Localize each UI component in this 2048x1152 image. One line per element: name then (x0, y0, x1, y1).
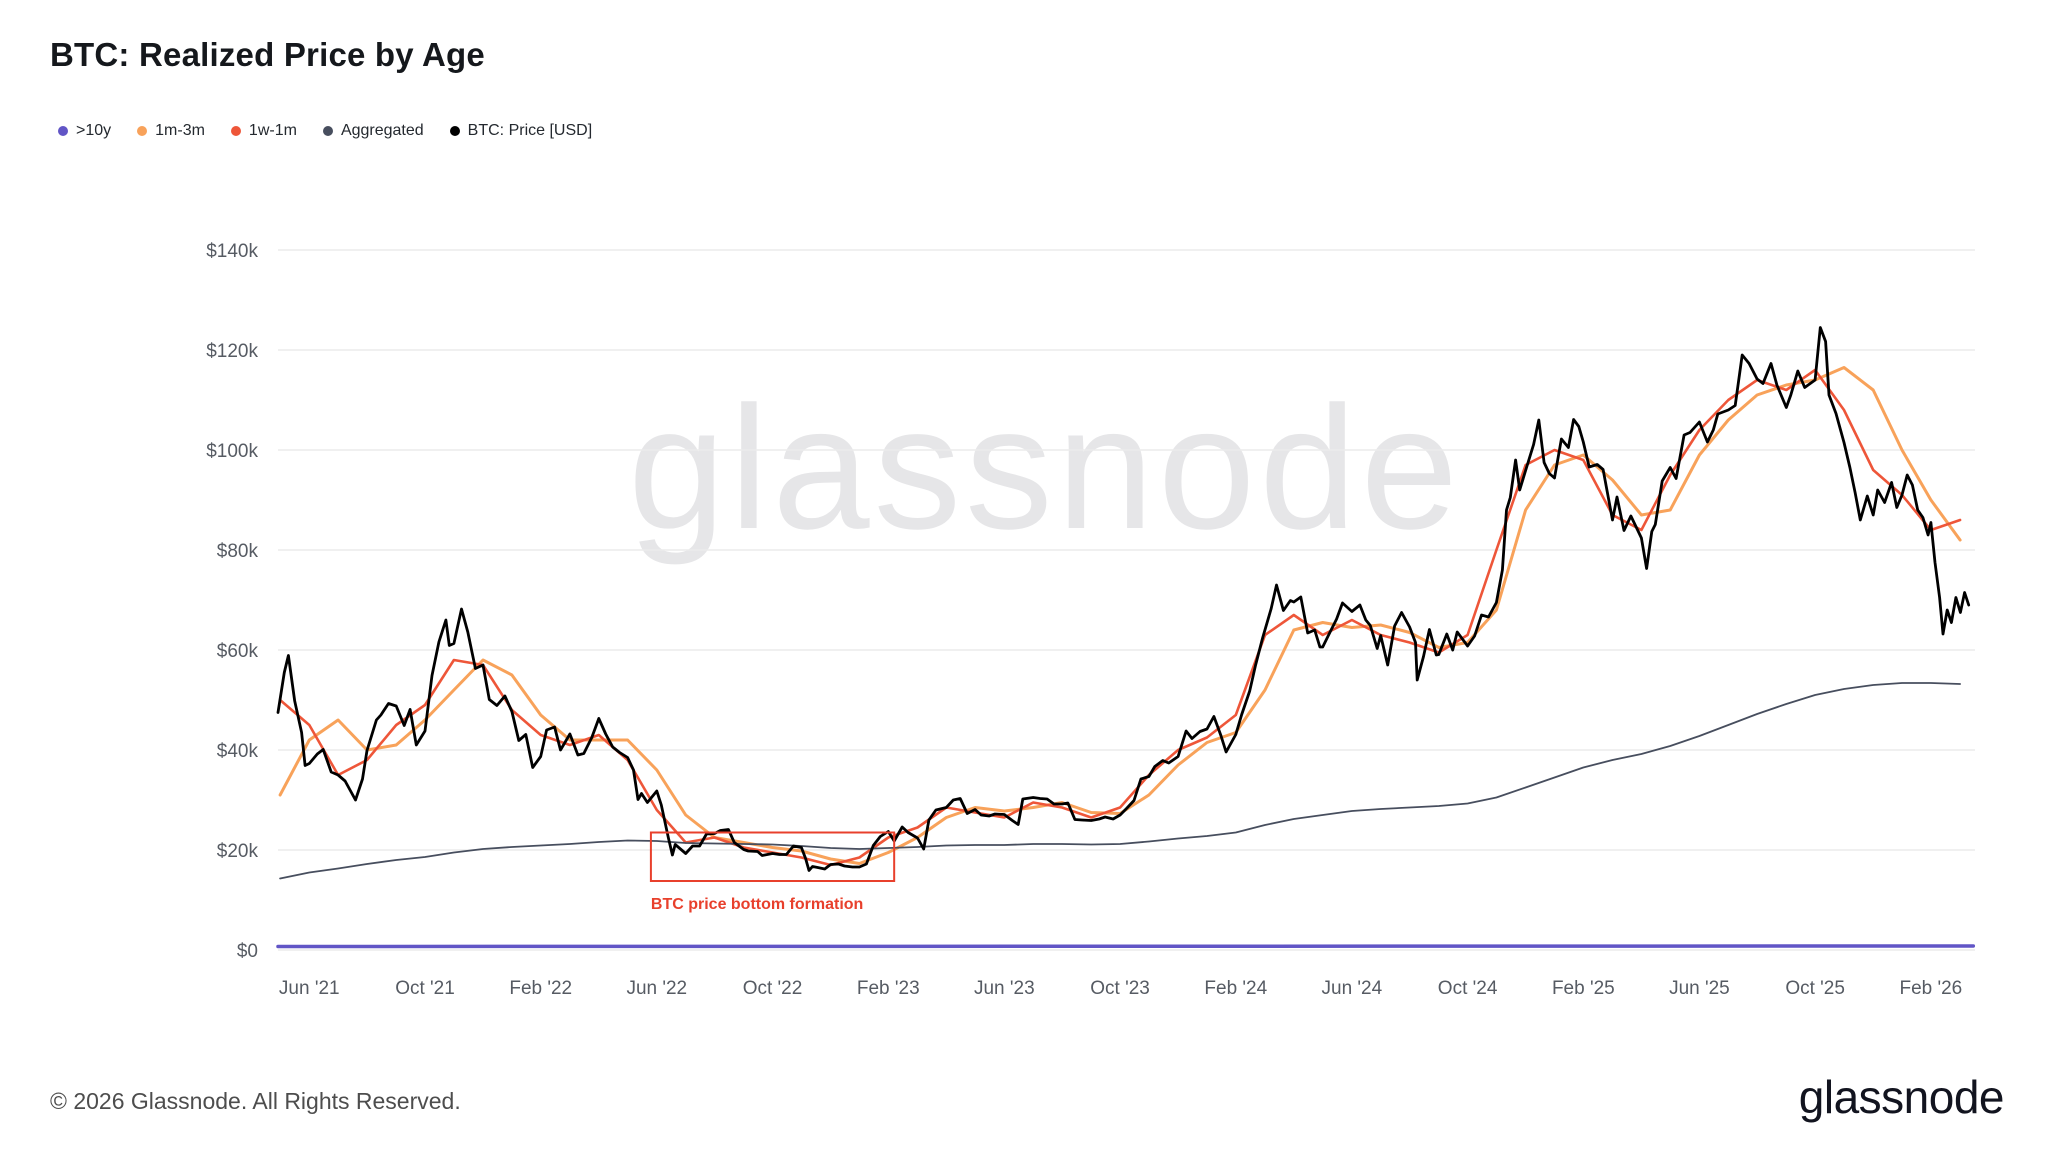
legend-item-btc-price-usd[interactable]: BTC: Price [USD] (449, 122, 593, 140)
legend-label: 1m-3m (155, 122, 205, 139)
x-tick-label: Jun '24 (1322, 978, 1383, 999)
series-aggregated (279, 682, 1961, 880)
legend-label: 1w-1m (248, 122, 297, 139)
y-tick-label: $40k (217, 741, 259, 762)
x-tick-label: Jun '23 (974, 978, 1035, 999)
x-tick-label: Oct '21 (395, 978, 455, 999)
series-10y (276, 944, 1976, 949)
legend-label: >10y (76, 122, 112, 139)
legend-item-10y[interactable]: >10y (58, 122, 111, 140)
x-tick-label: Oct '22 (743, 978, 803, 999)
legend-dot-icon (137, 126, 148, 136)
legend: >10y 1m-3m 1w-1m Aggregated BTC: Price [USD] (58, 122, 592, 140)
y-tick-label: $120k (206, 341, 258, 362)
series-btc-price-usd (276, 326, 1971, 872)
x-tick-label: Feb '23 (857, 978, 920, 999)
legend-label: Aggregated (340, 122, 424, 139)
legend-label: BTC: Price [USD] (467, 122, 593, 139)
x-tick-label: Feb '25 (1552, 978, 1615, 999)
legend-item-1m-3m[interactable]: 1m-3m (137, 122, 205, 140)
legend-dot-icon (230, 126, 241, 136)
x-tick-label: Oct '25 (1785, 978, 1845, 999)
x-tick-label: Jun '25 (1669, 978, 1730, 999)
glassnode-watermark: glassnode (628, 371, 1462, 566)
legend-item-aggregated[interactable]: Aggregated (322, 122, 424, 140)
x-tick-label: Feb '26 (1899, 978, 1962, 999)
x-tick-label: Jun '22 (626, 978, 687, 999)
page-title: BTC: Realized Price by Age (50, 36, 485, 73)
y-tick-label: $20k (217, 841, 259, 862)
copyright-text: © 2026 Glassnode. All Rights Reserved. (50, 1088, 461, 1114)
y-tick-label: $0 (237, 941, 258, 962)
x-tick-label: Oct '23 (1090, 978, 1150, 999)
y-tick-label: $100k (206, 441, 258, 462)
x-tick-label: Feb '24 (1204, 978, 1267, 999)
legend-dot-icon (449, 126, 460, 136)
x-tick-label: Jun '21 (279, 978, 340, 999)
annotation-box (649, 831, 896, 882)
x-tick-label: Feb '22 (509, 978, 572, 999)
y-tick-label: $140k (206, 241, 258, 262)
legend-item-1w-1m[interactable]: 1w-1m (230, 122, 297, 140)
y-tick-label: $60k (217, 641, 259, 662)
glassnode-logo: glassnode (1798, 1071, 2005, 1123)
y-tick-label: $80k (217, 541, 259, 562)
legend-dot-icon (322, 126, 333, 136)
legend-dot-icon (58, 126, 68, 136)
annotation-label: BTC price bottom formation (651, 896, 863, 913)
x-tick-label: Oct '24 (1438, 978, 1498, 999)
